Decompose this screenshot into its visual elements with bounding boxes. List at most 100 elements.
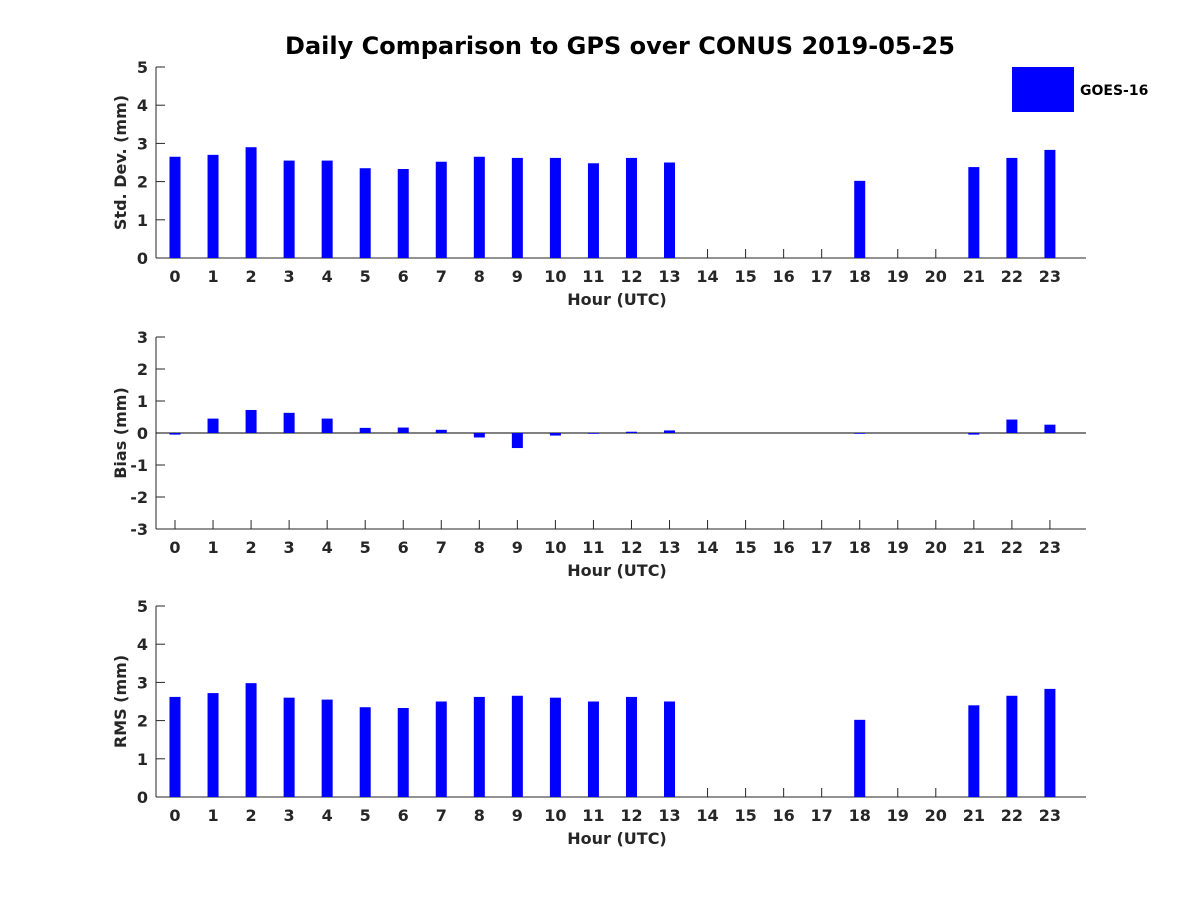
y-tick-label: 5 xyxy=(137,58,148,77)
x-tick-label: 19 xyxy=(887,806,909,825)
x-tick-label: 16 xyxy=(773,267,795,286)
x-tick-label: 5 xyxy=(360,806,371,825)
bar-hour-4 xyxy=(321,699,333,797)
bar-hour-7 xyxy=(435,429,447,433)
bar-hour-12 xyxy=(625,696,637,797)
x-tick-label: 23 xyxy=(1039,267,1061,286)
x-tick-label: 8 xyxy=(474,806,485,825)
x-tick-label: 3 xyxy=(284,267,295,286)
x-tick-label: 14 xyxy=(696,538,718,557)
y-tick-label: 4 xyxy=(137,96,148,115)
bar-hour-6 xyxy=(397,707,409,797)
bar-hour-0 xyxy=(169,433,181,435)
x-tick-label: 3 xyxy=(284,806,295,825)
x-tick-label: 5 xyxy=(360,538,371,557)
x-tick-label: 23 xyxy=(1039,538,1061,557)
x-tick-label: 7 xyxy=(436,806,447,825)
y-axis-label: Std. Dev. (mm) xyxy=(111,95,130,230)
x-tick-label: 22 xyxy=(1001,267,1023,286)
bar-hour-1 xyxy=(207,418,219,433)
bar-hour-6 xyxy=(397,427,409,433)
bar-hour-11 xyxy=(587,433,599,434)
x-tick-label: 14 xyxy=(696,806,718,825)
x-tick-label: 9 xyxy=(512,538,523,557)
bar-hour-3 xyxy=(283,412,295,433)
bar-hour-13 xyxy=(664,701,676,797)
x-tick-label: 5 xyxy=(360,267,371,286)
x-tick-label: 3 xyxy=(284,538,295,557)
bar-hour-18 xyxy=(854,719,866,797)
x-tick-label: 21 xyxy=(963,538,985,557)
bar-hour-21 xyxy=(968,167,980,258)
y-axis-label: RMS (mm) xyxy=(111,655,130,748)
x-tick-label: 8 xyxy=(474,267,485,286)
bar-hour-12 xyxy=(625,157,637,258)
x-tick-label: 22 xyxy=(1001,806,1023,825)
x-tick-label: 11 xyxy=(582,267,604,286)
x-tick-label: 1 xyxy=(207,538,218,557)
x-tick-label: 7 xyxy=(436,267,447,286)
legend-label: GOES-16 xyxy=(1080,83,1148,99)
y-tick-label: -1 xyxy=(130,456,148,475)
x-tick-label: 15 xyxy=(734,538,756,557)
y-tick-label: 0 xyxy=(137,424,148,443)
x-tick-label: 6 xyxy=(398,806,409,825)
x-tick-label: 22 xyxy=(1001,538,1023,557)
x-tick-label: 4 xyxy=(322,538,333,557)
bar-hour-3 xyxy=(283,697,295,797)
legend-swatch xyxy=(1012,67,1074,112)
x-tick-label: 12 xyxy=(620,538,642,557)
x-tick-label: 18 xyxy=(849,806,871,825)
x-tick-label: 17 xyxy=(811,267,833,286)
y-tick-label: 1 xyxy=(137,211,148,230)
x-tick-label: 11 xyxy=(582,806,604,825)
x-tick-label: 12 xyxy=(620,806,642,825)
x-tick-label: 17 xyxy=(811,806,833,825)
y-tick-label: 1 xyxy=(137,750,148,769)
x-tick-label: 21 xyxy=(963,267,985,286)
bar-hour-0 xyxy=(169,696,181,797)
bar-hour-11 xyxy=(587,163,599,258)
y-tick-label: 5 xyxy=(137,597,148,616)
y-tick-label: 3 xyxy=(137,134,148,153)
y-tick-label: 0 xyxy=(137,249,148,268)
x-tick-label: 1 xyxy=(207,267,218,286)
x-axis-label: Hour (UTC) xyxy=(567,290,667,309)
x-tick-label: 12 xyxy=(620,267,642,286)
x-tick-label: 4 xyxy=(322,267,333,286)
bar-hour-8 xyxy=(473,696,485,797)
x-tick-label: 0 xyxy=(169,806,180,825)
x-tick-label: 21 xyxy=(963,806,985,825)
x-tick-label: 6 xyxy=(398,267,409,286)
bar-hour-18 xyxy=(854,433,866,434)
y-tick-label: -2 xyxy=(130,488,148,507)
x-tick-label: 18 xyxy=(849,538,871,557)
x-tick-label: 13 xyxy=(658,267,680,286)
x-tick-label: 8 xyxy=(474,538,485,557)
y-axis-label: Bias (mm) xyxy=(111,387,130,479)
bar-hour-11 xyxy=(587,701,599,797)
x-axis-label: Hour (UTC) xyxy=(567,829,667,848)
bar-hour-21 xyxy=(968,705,980,797)
bar-hour-23 xyxy=(1044,149,1056,258)
bar-hour-18 xyxy=(854,180,866,258)
bar-hour-8 xyxy=(473,156,485,258)
x-tick-label: 18 xyxy=(849,267,871,286)
y-tick-label: 2 xyxy=(137,712,148,731)
bar-hour-1 xyxy=(207,154,219,258)
y-tick-label: 2 xyxy=(137,173,148,192)
bar-hour-22 xyxy=(1006,695,1018,797)
x-tick-label: 2 xyxy=(246,267,257,286)
x-tick-label: 10 xyxy=(544,806,566,825)
bar-hour-2 xyxy=(245,147,257,258)
x-tick-label: 13 xyxy=(658,806,680,825)
bar-hour-9 xyxy=(511,157,523,258)
bar-hour-22 xyxy=(1006,157,1018,258)
bar-hour-4 xyxy=(321,160,333,258)
y-tick-label: 2 xyxy=(137,360,148,379)
bar-hour-8 xyxy=(473,433,485,438)
bar-hour-2 xyxy=(245,409,257,433)
x-tick-label: 6 xyxy=(398,538,409,557)
